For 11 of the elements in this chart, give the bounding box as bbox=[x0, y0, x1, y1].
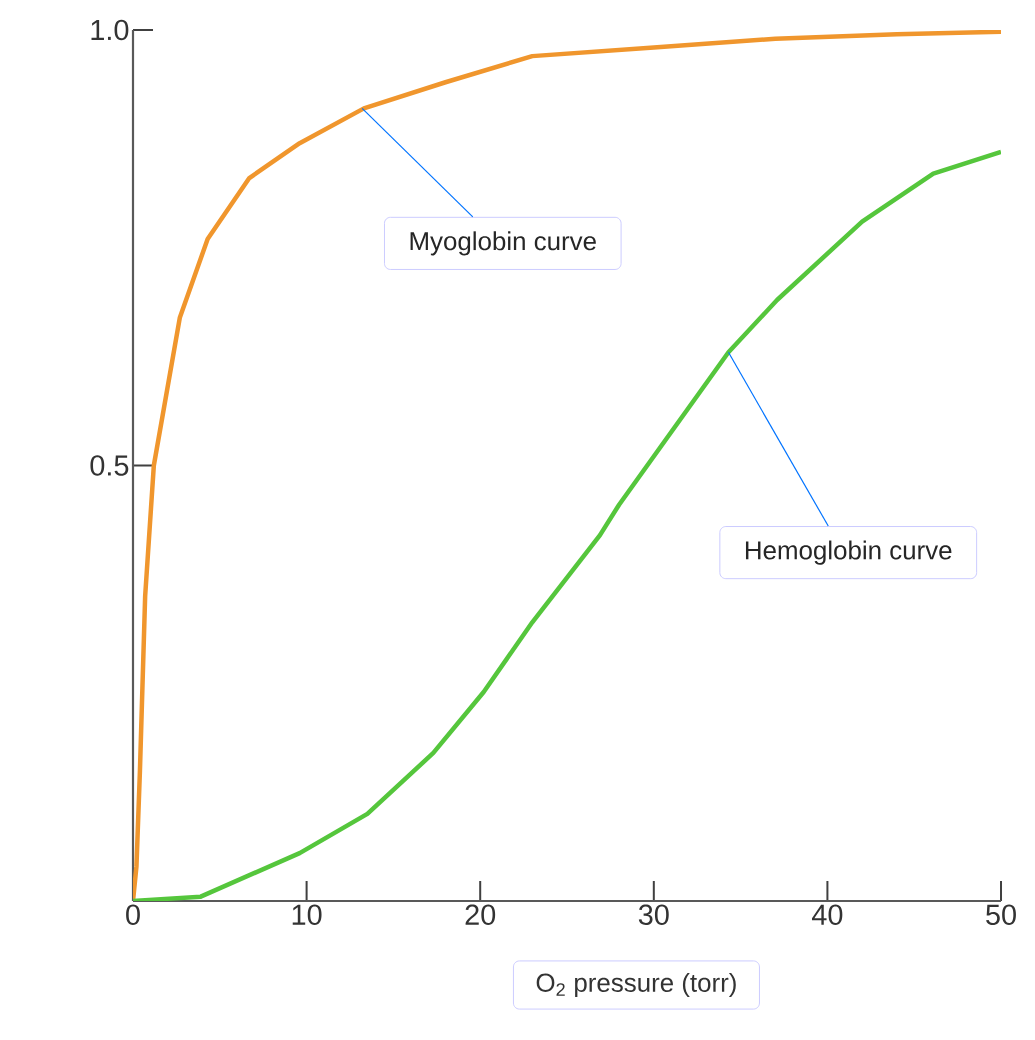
x-tick-label: 20 bbox=[465, 904, 496, 925]
x-tick-label: 0 bbox=[126, 904, 140, 925]
x-tick-label: 30 bbox=[638, 904, 669, 925]
annotation: Hemoglobin curve bbox=[745, 540, 952, 565]
y-tick-label: 1.0 bbox=[91, 19, 129, 41]
x-tick-label: 10 bbox=[292, 904, 322, 925]
x-tick-label: 40 bbox=[812, 904, 843, 925]
annotation: Myoglobin curve bbox=[410, 231, 596, 256]
x-axis-title: O$_{2}$ pressure (torr) bbox=[536, 972, 736, 998]
y-tick-label: 0.5 bbox=[90, 455, 129, 476]
x-tick-label: 50 bbox=[986, 904, 1016, 925]
